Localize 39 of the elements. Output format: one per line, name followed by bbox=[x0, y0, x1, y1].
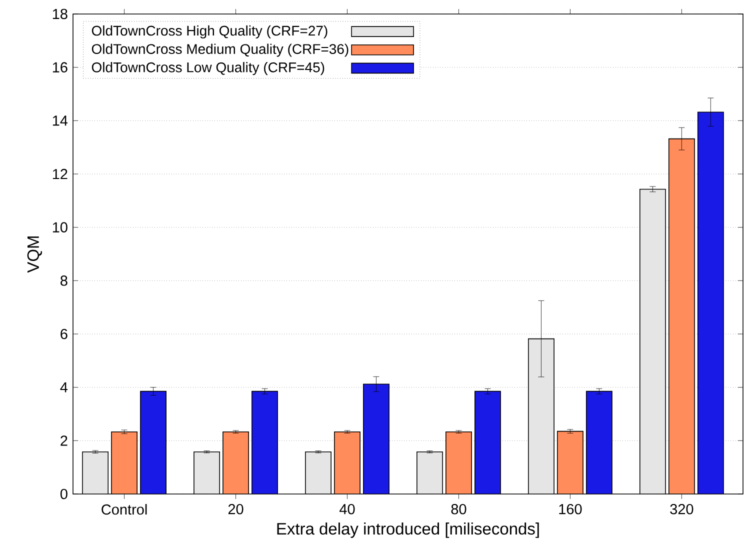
bar bbox=[697, 112, 724, 494]
bar bbox=[557, 431, 584, 494]
legend-label: OldTownCross Medium Quality (CRF=36) bbox=[92, 44, 348, 57]
legend-label: OldTownCross Low Quality (CRF=45) bbox=[92, 62, 324, 76]
x-tick-label: 20 bbox=[228, 504, 244, 514]
x-tick-label: 320 bbox=[670, 504, 694, 514]
bar bbox=[111, 432, 138, 494]
bar bbox=[334, 432, 360, 494]
x-axis-title: Extra delay introduced [miliseconds] bbox=[277, 522, 539, 538]
legend-label: OldTownCross High Quality (CRF=27) bbox=[92, 25, 328, 38]
y-tick-label: 14 bbox=[52, 116, 68, 126]
y-tick-label: 18 bbox=[52, 8, 68, 20]
bar bbox=[639, 188, 666, 494]
bar bbox=[446, 432, 472, 494]
y-tick-label: 4 bbox=[60, 382, 68, 392]
bar bbox=[474, 391, 501, 494]
bar bbox=[140, 391, 166, 494]
bar bbox=[528, 338, 554, 494]
bar bbox=[222, 432, 249, 494]
y-tick-label: 8 bbox=[60, 276, 68, 286]
x-tick-label: 40 bbox=[340, 504, 355, 514]
bar bbox=[586, 391, 612, 494]
y-tick-label: 16 bbox=[52, 62, 68, 72]
bar bbox=[252, 391, 278, 494]
y-tick-label: 6 bbox=[60, 328, 68, 340]
bar bbox=[82, 452, 108, 494]
bar bbox=[305, 452, 332, 494]
y-axis-title: VQM bbox=[27, 236, 42, 273]
y-tick-label: 12 bbox=[52, 168, 68, 180]
x-tick-label: Control bbox=[102, 504, 147, 515]
y-tick-label: 10 bbox=[52, 222, 68, 232]
y-tick-label: 0 bbox=[60, 488, 68, 500]
x-tick-label: 160 bbox=[559, 504, 582, 514]
y-tick-label: 2 bbox=[60, 436, 68, 446]
bar bbox=[363, 384, 390, 494]
bar bbox=[194, 452, 220, 494]
bar bbox=[416, 452, 443, 494]
x-tick-label: 80 bbox=[451, 504, 466, 514]
bar bbox=[668, 138, 695, 494]
